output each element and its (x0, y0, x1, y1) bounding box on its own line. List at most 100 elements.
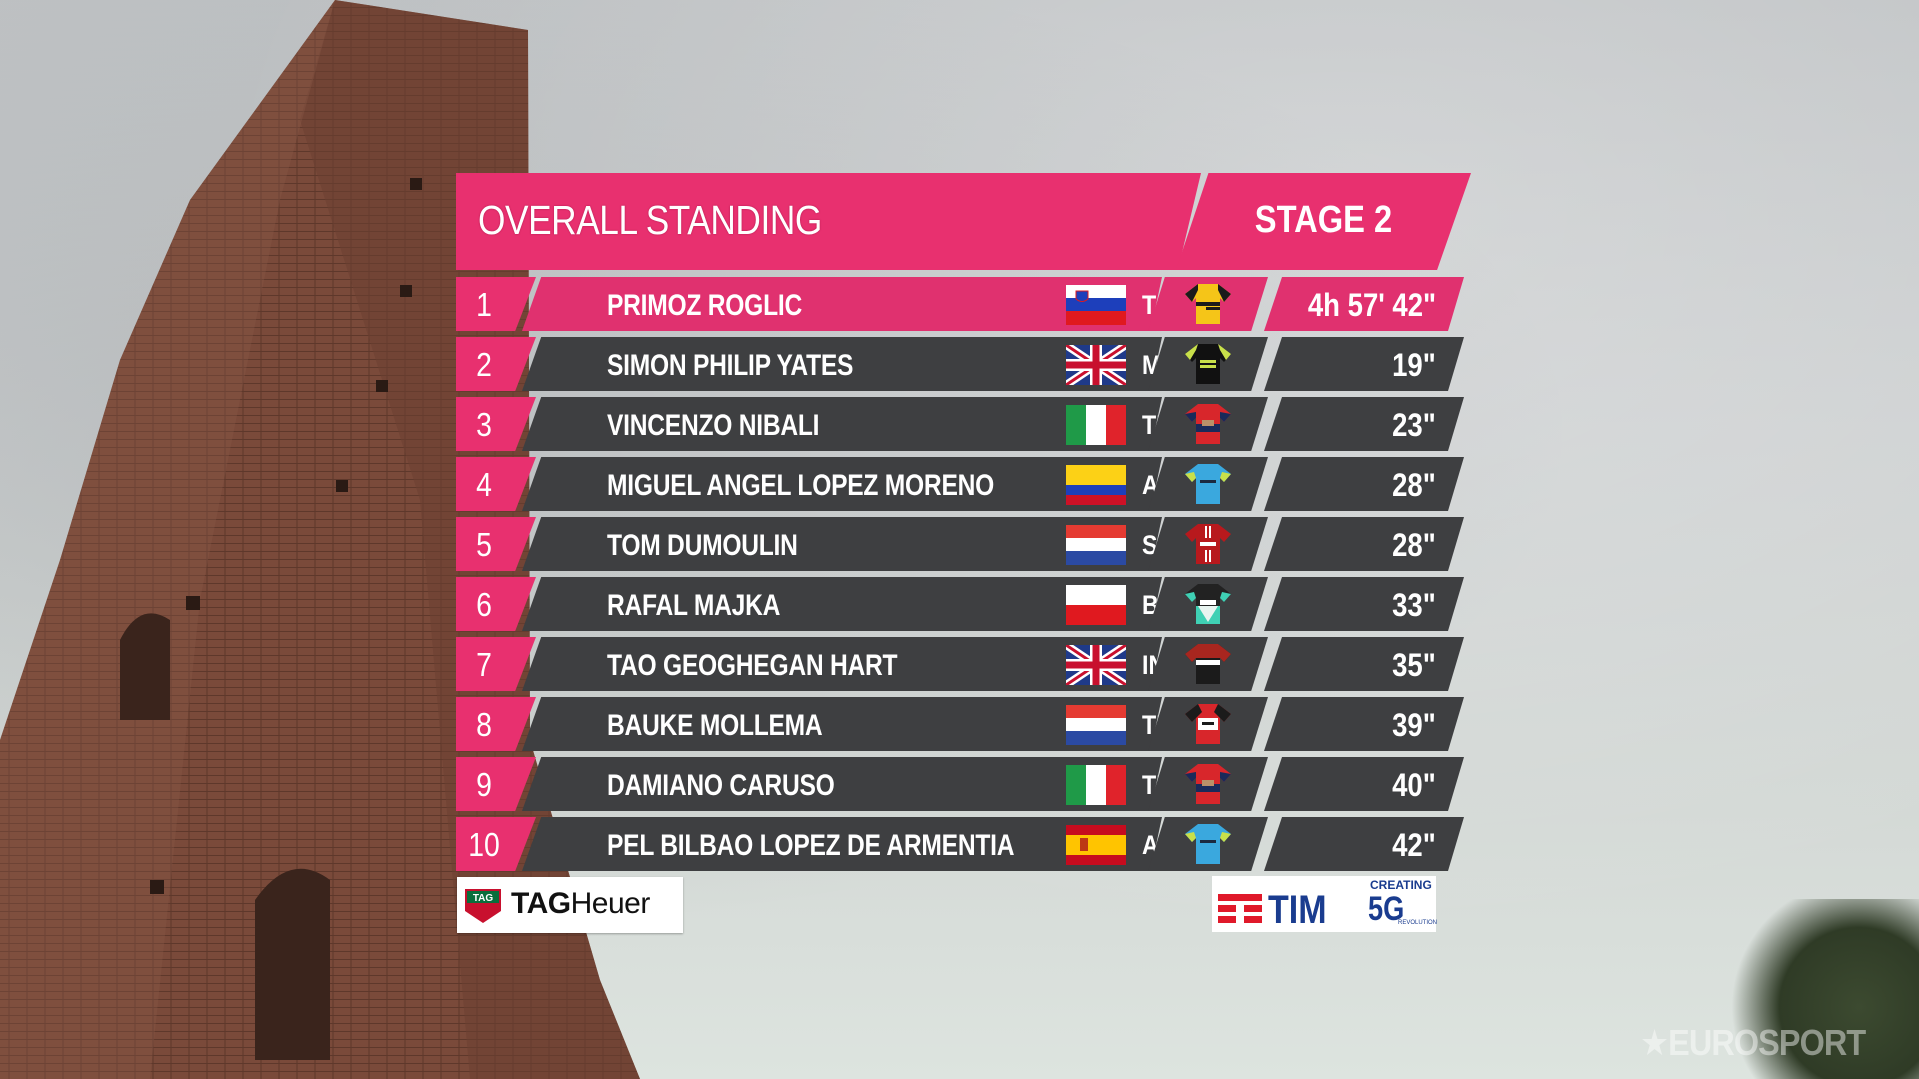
standing-row: 2 SIMON PHILIP YATES MTS 19" (456, 335, 1476, 395)
time-cell: 19" (1264, 337, 1464, 391)
jersey-icon (1185, 344, 1231, 384)
gc-time: 33" (1392, 587, 1436, 623)
rider-name: PRIMOZ ROGLIC (607, 289, 802, 322)
tag-heuer-sponsor-logo: TAG TAGHeuer (457, 877, 683, 933)
jersey-icon (1185, 644, 1231, 684)
rider-name: MIGUEL ANGEL LOPEZ MORENO (607, 469, 995, 502)
rider-bar: RAFAL MAJKA BOH (522, 577, 1162, 631)
time-cell: 28" (1264, 517, 1464, 571)
header-title-panel: OVERALL STANDING (456, 173, 1201, 270)
gc-time: 28" (1392, 467, 1436, 503)
united-kingdom-flag-icon (1066, 645, 1126, 685)
italy-flag-icon (1066, 765, 1126, 805)
jersey-cell (1148, 757, 1268, 811)
jersey-icon (1185, 764, 1231, 804)
board-header: OVERALL STANDING STAGE 2 (456, 173, 1476, 270)
rank-number: 9 (476, 766, 492, 803)
standing-row: 3 VINCENZO NIBALI TBM 23" (456, 395, 1476, 455)
time-cell: 35" (1264, 637, 1464, 691)
time-cell: 28" (1264, 457, 1464, 511)
svg-text:TAG: TAG (473, 893, 494, 904)
slovenia-flag-icon (1066, 285, 1126, 325)
tag-heuer-shield-icon: TAG (465, 889, 501, 923)
jersey-icon (1185, 284, 1231, 324)
time-cell: 40" (1264, 757, 1464, 811)
tim-stripes-icon (1218, 894, 1262, 923)
rank-number: 7 (476, 646, 492, 683)
gc-time: 35" (1392, 647, 1436, 683)
poland-flag-icon (1066, 585, 1126, 625)
rider-name: TOM DUMOULIN (607, 529, 798, 562)
rank-number: 3 (476, 406, 492, 443)
jersey-icon (1185, 524, 1231, 564)
tag-heuer-wordmark: TAGHeuer (511, 887, 650, 920)
time-cell: 23" (1264, 397, 1464, 451)
rider-bar: PRIMOZ ROGLIC TJV (522, 277, 1162, 331)
jersey-cell (1148, 397, 1268, 451)
united-kingdom-flag-icon (1066, 345, 1126, 385)
rank-badge: 3 (456, 397, 536, 451)
tree-foliage (1719, 899, 1919, 1079)
rider-name: DAMIANO CARUSO (607, 769, 835, 802)
jersey-icon (1185, 464, 1231, 504)
tim-sponsor-logo: TIM CREATING 5G REVOLUTION (1212, 876, 1438, 932)
jersey-cell (1148, 517, 1268, 571)
stage-label: STAGE 2 (1254, 199, 1393, 241)
rank-number: 8 (476, 706, 492, 743)
rider-bar: MIGUEL ANGEL LOPEZ MORENO AST (522, 457, 1162, 511)
italy-flag-icon (1066, 405, 1126, 445)
tim-wordmark: TIM (1268, 888, 1327, 932)
colombia-flag-icon (1066, 465, 1126, 505)
time-cell: 42" (1264, 817, 1464, 871)
jersey-icon (1185, 704, 1231, 744)
gc-time: 23" (1392, 407, 1436, 443)
gc-time: 28" (1392, 527, 1436, 563)
rank-number: 5 (476, 526, 492, 563)
rank-number: 10 (468, 826, 500, 863)
jersey-cell (1148, 637, 1268, 691)
jersey-icon (1185, 584, 1231, 624)
rank-badge: 9 (456, 757, 536, 811)
rider-name: VINCENZO NIBALI (607, 409, 820, 442)
rank-number: 4 (476, 466, 492, 503)
rider-name: PEL BILBAO LOPEZ DE ARMENTIA (607, 829, 1015, 862)
tim-revolution-label: REVOLUTION (1398, 920, 1438, 926)
netherlands-flag-icon (1066, 705, 1126, 745)
rider-bar: VINCENZO NIBALI TBM (522, 397, 1162, 451)
rank-number: 2 (476, 346, 492, 383)
rider-bar: TAO GEOGHEGAN HART INS (522, 637, 1162, 691)
jersey-icon (1185, 404, 1231, 444)
tim-5g-label: 5G (1368, 890, 1405, 928)
spain-flag-icon (1066, 825, 1126, 865)
rank-badge: 2 (456, 337, 536, 391)
standing-row: 1 PRIMOZ ROGLIC TJV 4h 57' 42" (456, 275, 1476, 335)
standings-table: 1 PRIMOZ ROGLIC TJV 4h 57' 42" 2 SIMON P… (456, 275, 1476, 875)
rank-badge: 5 (456, 517, 536, 571)
header-stage-panel: STAGE 2 (1176, 173, 1471, 270)
eurosport-watermark: ★EUROSPORT (1640, 1022, 1866, 1063)
tim-creating-label: CREATING (1370, 878, 1432, 892)
time-cell: 39" (1264, 697, 1464, 751)
rider-bar: SIMON PHILIP YATES MTS (522, 337, 1162, 391)
jersey-cell (1148, 337, 1268, 391)
board-title: OVERALL STANDING (478, 197, 822, 243)
rider-bar: BAUKE MOLLEMA TFS (522, 697, 1162, 751)
rider-name: TAO GEOGHEGAN HART (607, 649, 898, 682)
gc-time: 40" (1392, 767, 1436, 803)
standing-row: 7 TAO GEOGHEGAN HART INS 35" (456, 635, 1476, 695)
jersey-icon (1185, 824, 1231, 864)
jersey-cell (1148, 817, 1268, 871)
standing-row: 10 PEL BILBAO LOPEZ DE ARMENTIA AST 42" (456, 815, 1476, 875)
standing-row: 6 RAFAL MAJKA BOH 33" (456, 575, 1476, 635)
gc-time: 39" (1392, 707, 1436, 743)
standing-row: 8 BAUKE MOLLEMA TFS 39" (456, 695, 1476, 755)
gc-time: 19" (1392, 347, 1436, 383)
rider-name: SIMON PHILIP YATES (607, 349, 854, 382)
jersey-cell (1148, 577, 1268, 631)
time-cell: 33" (1264, 577, 1464, 631)
rank-number: 6 (476, 586, 492, 623)
jersey-cell (1148, 697, 1268, 751)
rider-bar: TOM DUMOULIN SUN (522, 517, 1162, 571)
standing-row: 4 MIGUEL ANGEL LOPEZ MORENO AST 28" (456, 455, 1476, 515)
rider-name: BAUKE MOLLEMA (607, 709, 823, 742)
